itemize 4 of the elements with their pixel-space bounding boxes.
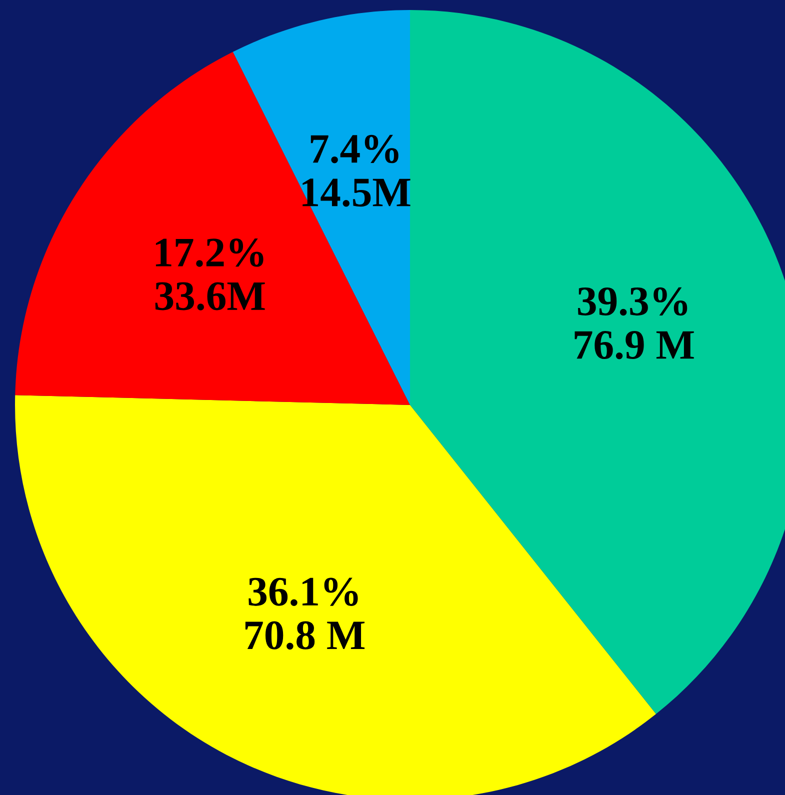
data-label: 36.1% 70.8 M xyxy=(245,578,365,650)
data-label: 17.2% 33.6M xyxy=(155,238,265,310)
data-label: 7.4% 14.5M xyxy=(302,134,410,207)
data-label: 39.3% 76.9 M xyxy=(574,287,694,360)
